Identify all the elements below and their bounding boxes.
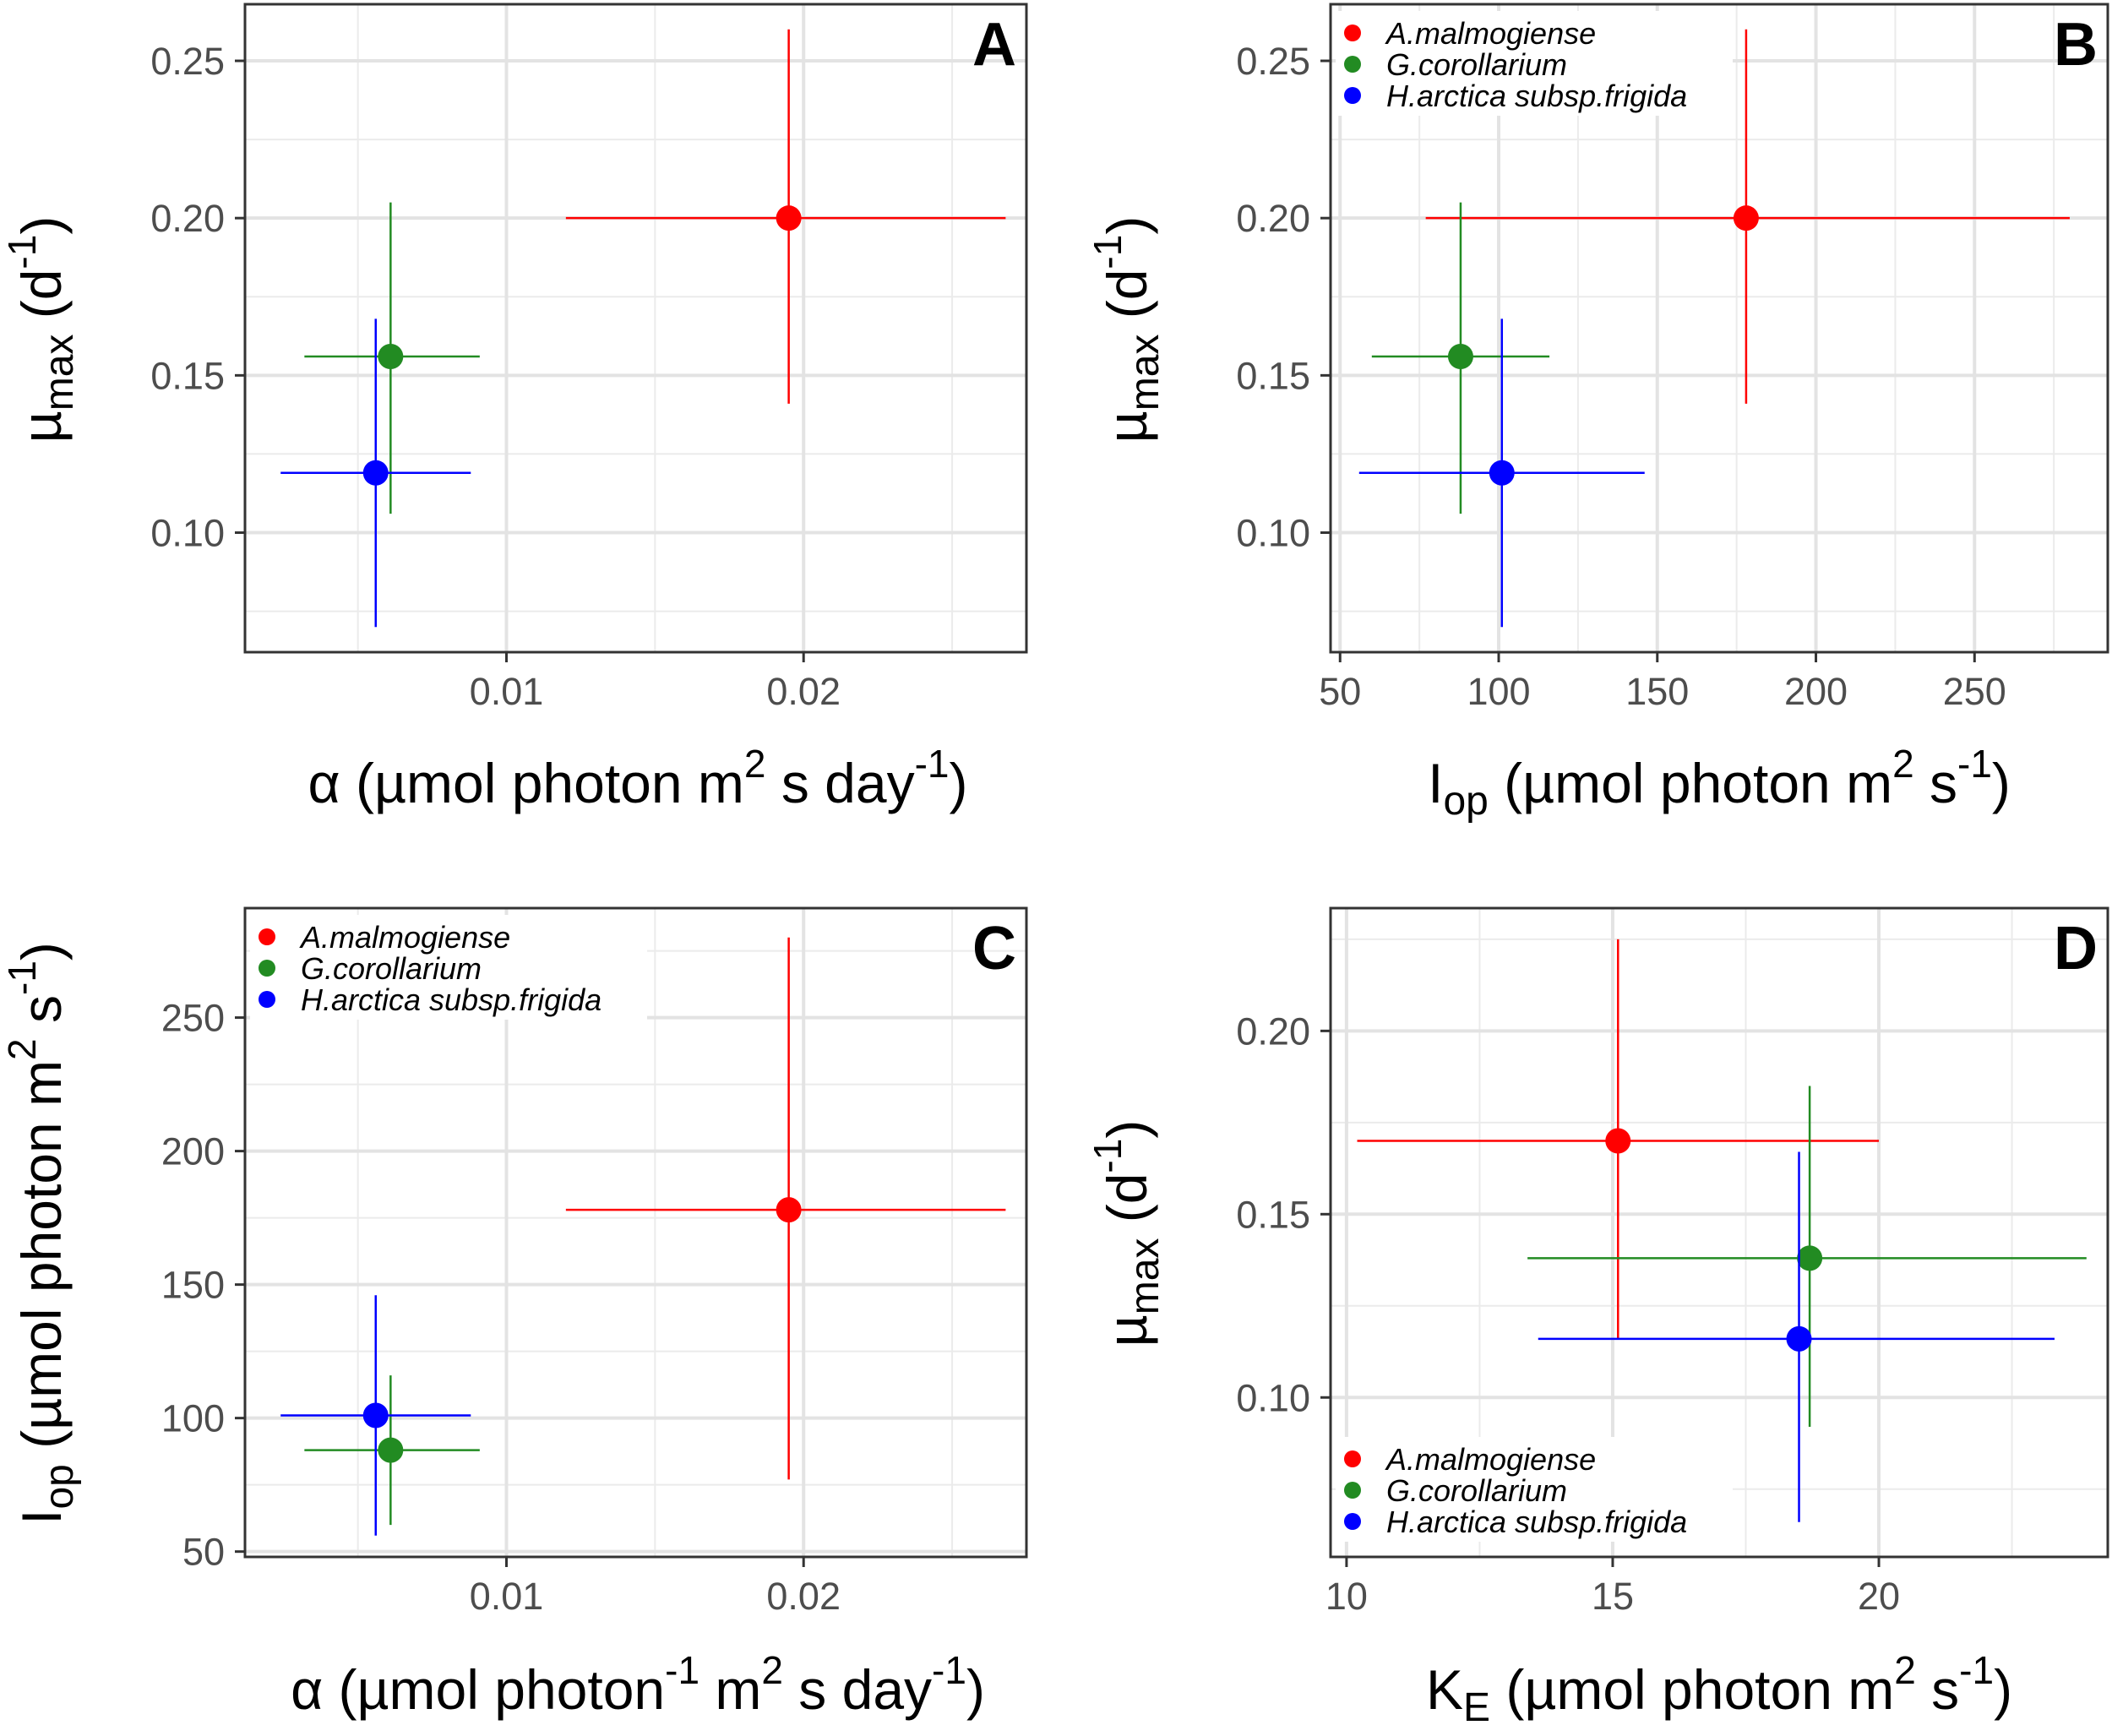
y-tick-label: 0.25 bbox=[1236, 40, 1310, 83]
legend-key bbox=[259, 960, 275, 977]
data-point bbox=[776, 205, 802, 231]
panel-letter: D bbox=[2054, 915, 2098, 982]
y-axis-title: µmax (d-1) bbox=[1086, 216, 1168, 444]
legend-key bbox=[259, 991, 275, 1008]
x-tick-label: 0.02 bbox=[766, 1575, 841, 1618]
panel-A: 0.01 0.02 0.10 0.15 0.20 0.25 Aα (µmol photon … bbox=[0, 3, 1028, 814]
x-axis-title: KE (µmol photon m2 s-1) bbox=[1426, 1648, 2012, 1730]
data-point bbox=[362, 460, 389, 486]
x-tick-label: 20 bbox=[1858, 1575, 1900, 1618]
data-point bbox=[378, 344, 404, 370]
x-axis-title: Iop (µmol photon m2 s-1) bbox=[1428, 742, 2011, 824]
legend-key bbox=[259, 928, 275, 945]
legend-background bbox=[1336, 1437, 1733, 1542]
data-point-group bbox=[1425, 29, 2070, 404]
data-point-group bbox=[304, 1375, 480, 1526]
legend-label: H.arctica subsp.frigida bbox=[1386, 1505, 1687, 1539]
y-tick-label: 250 bbox=[161, 997, 225, 1040]
data-point bbox=[1447, 344, 1473, 370]
x-axis-title: α (µmol photon m2 s day-1) bbox=[308, 742, 968, 814]
legend-label: H.arctica subsp.frigida bbox=[301, 982, 601, 1017]
data-point-group bbox=[1358, 318, 1645, 628]
legend-label: G.corollarium bbox=[1386, 47, 1567, 82]
legend-label: G.corollarium bbox=[301, 951, 482, 986]
data-point-group bbox=[565, 937, 1006, 1480]
legend-key bbox=[1344, 1450, 1361, 1467]
y-tick-label: 0.10 bbox=[1236, 1376, 1310, 1419]
data-point bbox=[1605, 1128, 1631, 1154]
y-axis-title: µmax (d-1) bbox=[0, 216, 82, 444]
x-tick-label: 0.01 bbox=[470, 1575, 544, 1618]
legend-key bbox=[1344, 56, 1361, 73]
x-tick-label: 150 bbox=[1625, 670, 1689, 713]
x-tick-label: 15 bbox=[1592, 1575, 1634, 1618]
y-tick-label: 100 bbox=[161, 1397, 225, 1440]
data-point-group bbox=[1371, 202, 1550, 514]
panel-letter: A bbox=[972, 11, 1016, 79]
y-axis-title: Iop (µmol photon m2 s-1) bbox=[0, 942, 82, 1525]
y-tick-label: 0.15 bbox=[1236, 354, 1310, 397]
data-point-group bbox=[1527, 1086, 2087, 1427]
data-point bbox=[362, 1402, 389, 1429]
data-point-group bbox=[280, 318, 471, 628]
legend-label: A.malmogiense bbox=[1385, 1442, 1596, 1477]
panel-B: 50 100 150 200 250 0.10 0.15 0.20 0.25 B A.malmogi… bbox=[1086, 3, 2109, 824]
y-axis-title: µmax (d-1) bbox=[1086, 1120, 1168, 1347]
data-point bbox=[776, 1197, 802, 1223]
legend-key bbox=[1344, 1513, 1361, 1530]
x-tick-label: 10 bbox=[1325, 1575, 1368, 1618]
y-tick-label: 0.15 bbox=[1236, 1193, 1310, 1236]
legend-background bbox=[1336, 11, 1733, 116]
legend-key bbox=[1344, 87, 1361, 104]
y-tick-label: 0.20 bbox=[150, 197, 225, 240]
data-point bbox=[378, 1437, 404, 1463]
data-point-group bbox=[1357, 939, 1880, 1339]
y-tick-label: 200 bbox=[161, 1130, 225, 1173]
legend-background bbox=[250, 915, 647, 1020]
x-axis-title: α (µmol photon-1 m2 s day-1) bbox=[291, 1648, 985, 1721]
data-point-group bbox=[304, 202, 480, 514]
data-point-group bbox=[565, 29, 1006, 404]
data-point bbox=[1489, 460, 1515, 486]
y-tick-label: 0.10 bbox=[150, 512, 225, 555]
panel-border bbox=[243, 3, 1028, 654]
x-tick-label: 200 bbox=[1784, 670, 1848, 713]
x-tick-label: 250 bbox=[1943, 670, 2006, 713]
data-point bbox=[1797, 1245, 1823, 1271]
panel-letter: C bbox=[972, 915, 1016, 982]
data-point-group bbox=[280, 1295, 471, 1536]
y-tick-label: 0.20 bbox=[1236, 197, 1310, 240]
legend-key bbox=[1344, 24, 1361, 41]
data-point bbox=[1733, 205, 1759, 231]
x-tick-label: 50 bbox=[1319, 670, 1361, 713]
data-point bbox=[1786, 1325, 1812, 1352]
y-tick-label: 0.10 bbox=[1236, 512, 1310, 555]
legend-label: A.malmogiense bbox=[299, 920, 510, 955]
y-tick-label: 50 bbox=[182, 1531, 225, 1574]
panel-border bbox=[1329, 906, 2109, 1559]
legend-label: G.corollarium bbox=[1386, 1473, 1567, 1508]
data-point-group bbox=[1538, 1151, 2055, 1522]
x-tick-label: 100 bbox=[1467, 670, 1530, 713]
x-tick-label: 0.02 bbox=[766, 670, 841, 713]
x-tick-label: 0.01 bbox=[470, 670, 544, 713]
y-tick-label: 0.25 bbox=[150, 40, 225, 83]
y-tick-label: 150 bbox=[161, 1264, 225, 1307]
panel-border bbox=[243, 906, 1028, 1559]
y-tick-label: 0.15 bbox=[150, 354, 225, 397]
panel-border bbox=[1329, 3, 2109, 654]
panel-C: 0.01 0.02 50 100 150 200 250 C A.malmogienseG.co… bbox=[0, 906, 1028, 1721]
y-tick-label: 0.20 bbox=[1236, 1009, 1310, 1053]
legend-label: H.arctica subsp.frigida bbox=[1386, 79, 1687, 113]
legend-key bbox=[1344, 1482, 1361, 1499]
panel-letter: B bbox=[2054, 11, 2098, 79]
panel-D: 10 15 20 0.10 0.15 0.20 D A.malmogienseG.coroll… bbox=[1086, 906, 2109, 1730]
legend-label: A.malmogiense bbox=[1385, 16, 1596, 51]
